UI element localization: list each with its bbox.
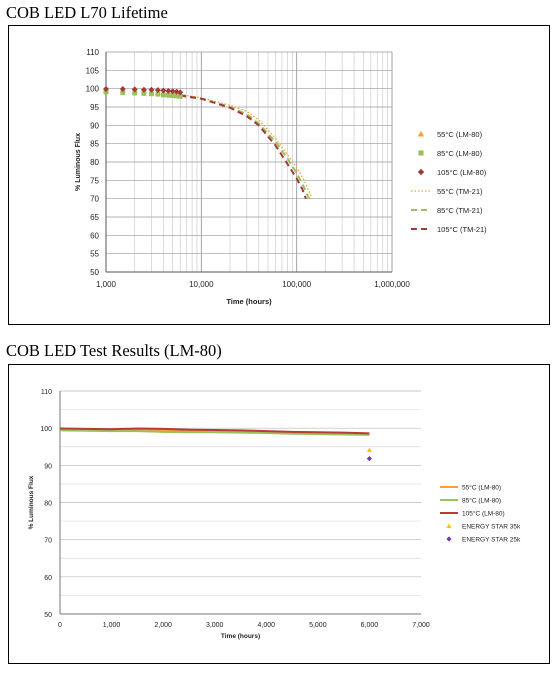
x-tick-label: 6,000 <box>361 622 379 629</box>
data-point-4 <box>366 456 373 462</box>
legend-label-3: 55°C (TM-21) <box>437 187 483 196</box>
y-tick-label: 60 <box>44 575 52 582</box>
data-point-1 <box>149 91 154 97</box>
data-point-2 <box>119 86 126 93</box>
data-point-2 <box>169 88 176 95</box>
y-tick-label: 55 <box>90 250 99 259</box>
chart1-title: COB LED L70 Lifetime <box>6 3 168 22</box>
y-tick-label: 105 <box>86 66 100 75</box>
x-tick-label: 100,000 <box>282 280 311 289</box>
data-point-1 <box>132 90 138 96</box>
y-tick-label: 110 <box>41 389 52 396</box>
y-tick-label: 100 <box>40 426 52 433</box>
y-tick-label: 100 <box>86 85 100 94</box>
data-point-2 <box>160 87 167 94</box>
legend-label-1: 85°C (LM-80) <box>462 497 501 505</box>
x-axis-label: Time (hours) <box>226 297 272 306</box>
legend-symbol-3 <box>446 523 452 529</box>
series-line-1 <box>59 429 370 436</box>
legend-label-4: ENERGY STAR 25k <box>462 537 521 544</box>
y-tick-label: 95 <box>90 103 99 112</box>
series-line-4 <box>180 95 311 200</box>
x-tick-label: 10,000 <box>189 280 214 289</box>
legend-label-0: 55°C (LM-80) <box>437 130 483 139</box>
x-tick-label: 3,000 <box>206 622 224 629</box>
y-tick-label: 50 <box>90 268 99 277</box>
data-point-1 <box>160 92 166 98</box>
y-tick-label: 75 <box>90 176 99 185</box>
x-tick-label: 1,000 <box>103 622 121 629</box>
y-tick-label: 90 <box>44 463 52 470</box>
y-tick-label: 80 <box>44 501 52 508</box>
y-axis-label: % Luminous Flux <box>28 475 35 529</box>
data-point-1 <box>165 92 171 98</box>
legend-symbol-0 <box>417 130 425 137</box>
data-point-1 <box>174 93 179 99</box>
y-tick-label: 110 <box>86 48 99 57</box>
y-tick-label: 60 <box>90 231 99 240</box>
chart1-frame: 50 55 60 65 70 75 80 85 90 95 100 105 110 1,000 10,000… <box>8 25 550 325</box>
x-tick-label: 4,000 <box>258 622 276 629</box>
y-tick-label: 70 <box>90 195 99 204</box>
series-line-3 <box>180 93 313 199</box>
data-point-2 <box>154 87 161 94</box>
data-point-2 <box>140 86 147 93</box>
y-tick-label: 80 <box>90 158 99 167</box>
chart2-svg: 50 60 70 80 90 100 110 0 1,000 2,000 3,000 4,000 5,0… <box>28 389 521 640</box>
data-point-2 <box>131 86 138 93</box>
series-line-2 <box>59 427 370 435</box>
data-point-2 <box>177 89 184 96</box>
data-point-1 <box>141 91 147 96</box>
x-axis-label: Time (hours) <box>221 633 260 640</box>
legend-label-2: 105°C (LM-80) <box>462 510 505 518</box>
legend-symbol-4 <box>446 536 452 542</box>
data-point-3 <box>366 447 373 453</box>
data-point-1 <box>170 93 176 99</box>
y-tick-label: 85 <box>90 140 99 149</box>
data-point-1 <box>120 90 126 96</box>
data-point-2 <box>148 86 155 93</box>
x-tick-label: 5,000 <box>309 622 327 629</box>
legend-label-3: ENERGY STAR 35k <box>462 524 521 531</box>
x-tick-label: 7,000 <box>412 622 430 629</box>
x-tick-label: 2,000 <box>154 622 172 629</box>
x-tick-label: 0 <box>58 622 62 629</box>
y-tick-label: 65 <box>90 213 99 222</box>
y-tick-label: 70 <box>44 538 52 545</box>
legend-label-4: 85°C (TM-21) <box>437 206 483 215</box>
y-tick-label: 90 <box>90 121 99 130</box>
y-tick-label: 50 <box>44 612 52 619</box>
y-axis-label: % Luminous Flux <box>75 133 82 191</box>
x-tick-label: 1,000 <box>96 280 117 289</box>
data-point-1 <box>177 93 183 99</box>
legend-symbol-1 <box>418 150 424 156</box>
data-point-1 <box>155 91 161 97</box>
chart1-svg: 50 55 60 65 70 75 80 85 90 95 100 105 110 1,000 10,000… <box>75 48 487 306</box>
legend-label-5: 105°C (TM-21) <box>437 225 487 234</box>
legend-label-1: 85°C (LM-80) <box>437 149 483 158</box>
legend-label-2: 105°C (LM-80) <box>437 168 487 177</box>
legend-symbol-2 <box>417 168 425 176</box>
chart2-title: COB LED Test Results (LM-80) <box>6 341 222 360</box>
chart2-frame: 50 60 70 80 90 100 110 0 1,000 2,000 3,000 4,000 5,0… <box>8 364 550 664</box>
series-line-5 <box>180 94 307 200</box>
data-point-2 <box>103 86 109 93</box>
legend-label-0: 55°C (LM-80) <box>462 484 501 492</box>
data-point-2 <box>165 87 172 94</box>
x-tick-label: 1,000,000 <box>374 280 410 289</box>
